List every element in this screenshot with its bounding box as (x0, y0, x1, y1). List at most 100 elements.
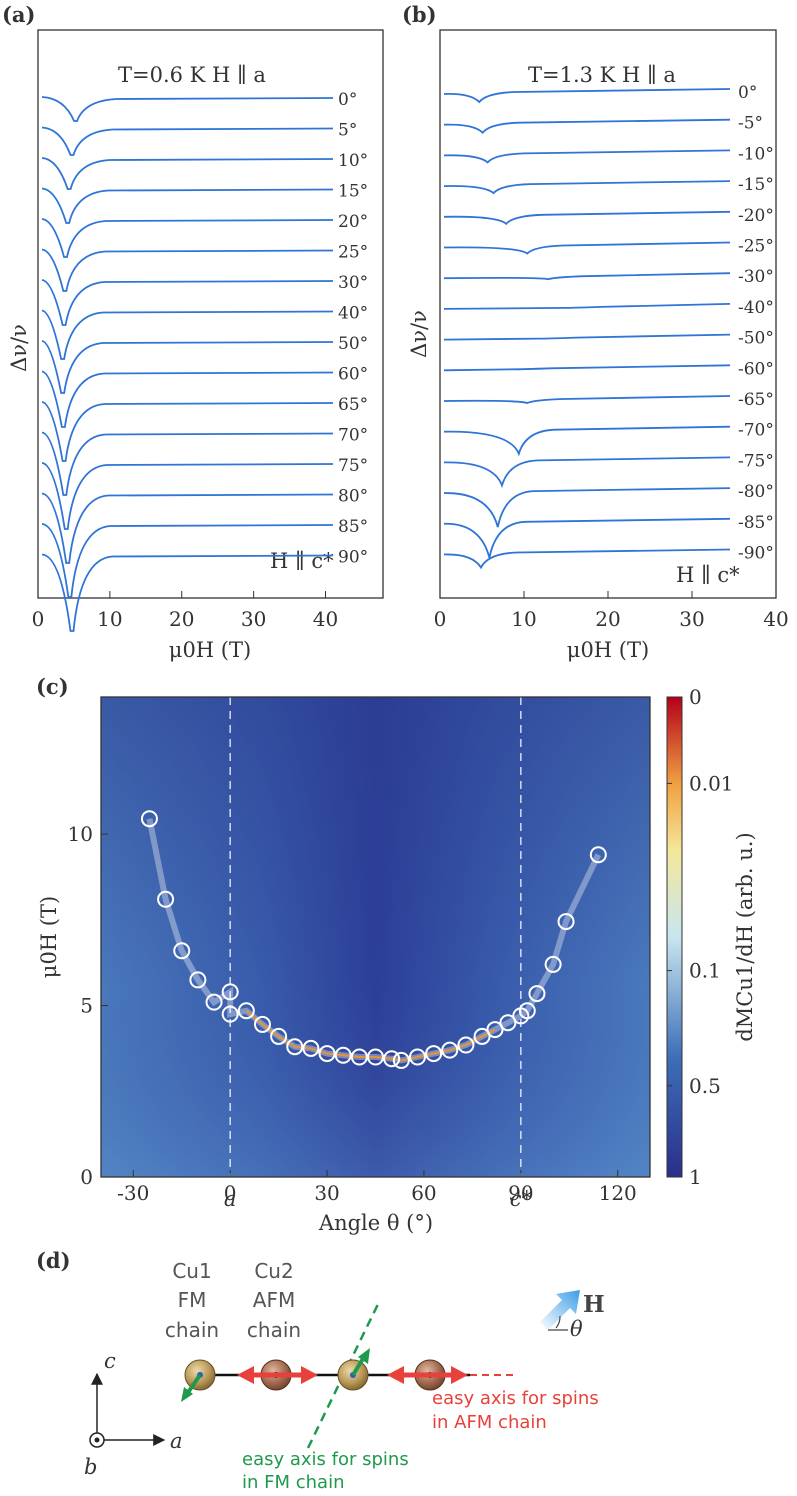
panel-a-annotation-bottom: H ∥ c* (270, 549, 334, 573)
colorbar-tick-label-0: 0 (689, 685, 702, 709)
panel-a: (a) T=0.6 K H ∥ a H ∥ c* 0° 5° 10° 15° 20° 25… (2, 2, 384, 662)
data-point-13 (334, 1046, 352, 1064)
curve-a-12 (41, 462, 334, 530)
data-point-1 (157, 890, 175, 908)
fm-spin-arrow-1 (185, 1373, 202, 1396)
data-point-0 (140, 810, 158, 828)
curve-b-label-5: -25° (738, 237, 774, 257)
curve-b-label-15: -90° (738, 544, 774, 564)
data-point-5 (221, 983, 239, 1001)
fm-easy-axis-text-1: easy axis for spins (242, 1449, 409, 1470)
colorbar-tick-label-3: 0.5 (689, 1074, 721, 1098)
curve-b-0 (443, 88, 731, 104)
tick-label-b-3: 30 (679, 607, 704, 631)
curve-b-15 (443, 548, 731, 570)
tick-label-c-x-0: -30 (117, 1181, 149, 1205)
heatmap-points (140, 810, 607, 1069)
curve-a-label-10: 65° (338, 395, 368, 415)
curve-b-label-9: -60° (738, 359, 774, 379)
panel-a-curve-labels: 0° 5° 10° 15° 20° 25° 30° 40° 50° 60° 65° 70° 75° 80°… (338, 90, 368, 568)
curve-a-4 (41, 218, 334, 258)
curve-a-label-14: 85° (338, 517, 368, 537)
tick-label-c-x-3: 60 (411, 1181, 436, 1205)
axis-b-dot (94, 1437, 100, 1443)
cu1-line-1: Cu1 (172, 1259, 211, 1283)
cu2-line-3: chain (247, 1318, 301, 1342)
curve-b-8 (443, 333, 731, 341)
panel-a-xlabel: μ0H (T) (169, 638, 251, 662)
afm-spin-arrowhead-1a (237, 1366, 254, 1384)
curve-a-label-6: 30° (338, 273, 368, 293)
data-point-28 (544, 955, 562, 973)
tick-label-c-x-1: 0 (224, 1181, 237, 1205)
tick-label-b-2: 20 (595, 607, 620, 631)
axis-a-label: a (170, 1429, 183, 1453)
tick-label-c-x-5: 120 (599, 1181, 637, 1205)
data-point-26 (518, 1002, 536, 1020)
curve-b-6 (443, 272, 731, 281)
data-point-15 (367, 1048, 384, 1066)
curve-a-label-13: 80° (338, 487, 368, 507)
panel-c-label: (c) (36, 674, 69, 699)
colorbar-tick-label-2: 0.1 (689, 959, 721, 983)
data-point-10 (286, 1038, 304, 1056)
tick-label-a-2: 20 (169, 607, 194, 631)
data-point-23 (486, 1021, 504, 1039)
curve-a-label-11: 70° (338, 426, 368, 446)
tick-label-c-x-4: 90 (508, 1181, 533, 1205)
curve-b-label-11: -70° (738, 421, 774, 441)
curve-b-9 (443, 364, 731, 372)
curve-a-label-4: 20° (338, 212, 368, 232)
data-point-9 (270, 1027, 288, 1045)
tick-label-a-4: 40 (313, 607, 338, 631)
curve-a-14 (41, 523, 334, 598)
data-point-22 (473, 1027, 491, 1045)
panel-c-frame (100, 696, 651, 1178)
curve-b-label-12: -75° (738, 451, 774, 471)
tick-label-a-3: 30 (241, 607, 266, 631)
curve-a-0 (41, 96, 334, 122)
colorbar-ticks: 0 0.01 0.1 0.5 1 (667, 685, 734, 1189)
panel-a-ylabel: Δν/ν (7, 324, 31, 372)
curve-a-11 (41, 431, 334, 496)
curve-a-label-9: 60° (338, 365, 368, 385)
curve-a-label-0: 0° (338, 90, 357, 110)
curve-a-3 (41, 187, 334, 224)
panel-a-label: (a) (2, 2, 35, 27)
panel-b-curves (443, 88, 731, 570)
tick-label-b-1: 10 (511, 607, 536, 631)
curve-b-12 (443, 456, 731, 489)
curve-b-3 (443, 180, 731, 195)
tick-label-c-x-2: 30 (314, 1181, 339, 1205)
curve-a-label-3: 15° (338, 182, 368, 202)
panel-c-ylabel: μ0H (T) (37, 896, 61, 978)
curve-a-7 (41, 309, 334, 360)
data-point-20 (441, 1041, 459, 1059)
data-point-7 (237, 1002, 255, 1020)
afm-spin-arrowhead-2b (451, 1366, 468, 1384)
panel-b-x-ticks: 0 10 20 30 40 (434, 591, 789, 631)
afm-easy-axis-text-2: in AFM chain (432, 1412, 547, 1433)
data-point-16 (383, 1050, 401, 1068)
field-label: H (583, 1291, 605, 1318)
colorbar-tick-label-4: 1 (689, 1165, 702, 1189)
colorbar (666, 696, 683, 1178)
axis-c-label: c (104, 1349, 116, 1373)
curve-a-8 (41, 340, 334, 394)
curve-a-label-12: 75° (338, 456, 368, 476)
curve-a-13 (41, 492, 334, 564)
data-point-21 (457, 1036, 475, 1054)
curve-b-10 (443, 395, 731, 404)
panel-b-ylabel: Δν/ν (407, 310, 431, 358)
curve-a-label-2: 10° (338, 151, 368, 171)
panel-b-label: (b) (402, 2, 437, 27)
tick-label-c-y-1: 5 (80, 994, 93, 1018)
data-point-27 (528, 985, 546, 1003)
curve-b-label-14: -85° (738, 513, 774, 533)
angle-arc (555, 1315, 561, 1329)
data-point-30 (589, 846, 607, 864)
curve-b-label-1: -5° (738, 114, 763, 134)
panel-d: (d) Cu1 FM chain Cu2 AFM chain c a b (36, 1248, 605, 1493)
data-point-14 (350, 1048, 368, 1066)
